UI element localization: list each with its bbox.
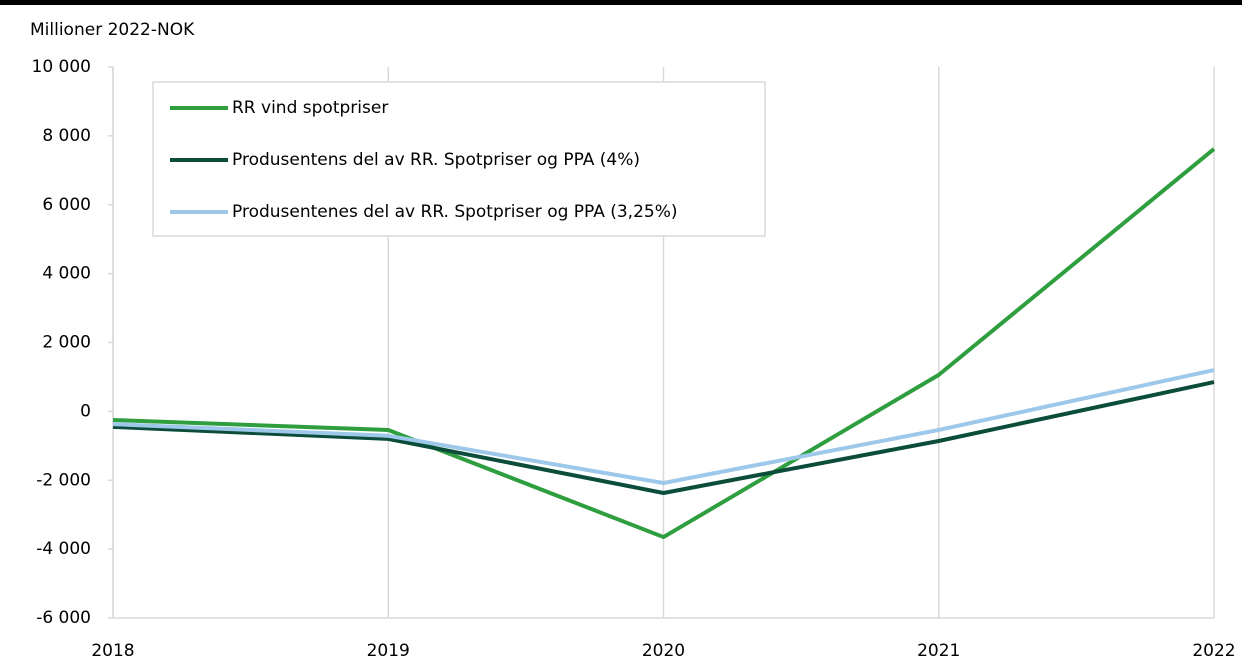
series-line: [112, 368, 1215, 486]
x-tick-label: 2020: [642, 641, 685, 661]
y-axis-label: Millioner 2022-NOK: [30, 20, 195, 40]
x-tick-label: 2022: [1192, 641, 1235, 661]
legend-label: RR vind spotpriser: [232, 98, 388, 118]
y-tick-label: 2 000: [42, 333, 91, 353]
y-tick-label: -6 000: [36, 608, 91, 628]
y-tick-label: 6 000: [42, 195, 91, 215]
y-tick-label: 8 000: [42, 126, 91, 146]
legend-box: [152, 81, 766, 237]
legend-label: Produsentens del av RR. Spotpriser og PP…: [232, 150, 640, 170]
y-tick-label: 4 000: [42, 264, 91, 284]
x-tick-label: 2021: [917, 641, 960, 661]
x-tick-label: 2018: [91, 641, 134, 661]
y-tick-label: -2 000: [36, 470, 91, 490]
y-tick-label: -4 000: [36, 539, 91, 559]
series-line: [112, 380, 1215, 495]
x-tick-label: 2019: [367, 641, 410, 661]
y-tick-label: 10 000: [32, 57, 91, 77]
series-line: [112, 147, 1216, 540]
y-tick-label: 0: [80, 401, 91, 421]
top-rule: [0, 0, 1242, 5]
legend-label: Produsentenes del av RR. Spotpriser og P…: [232, 202, 678, 222]
